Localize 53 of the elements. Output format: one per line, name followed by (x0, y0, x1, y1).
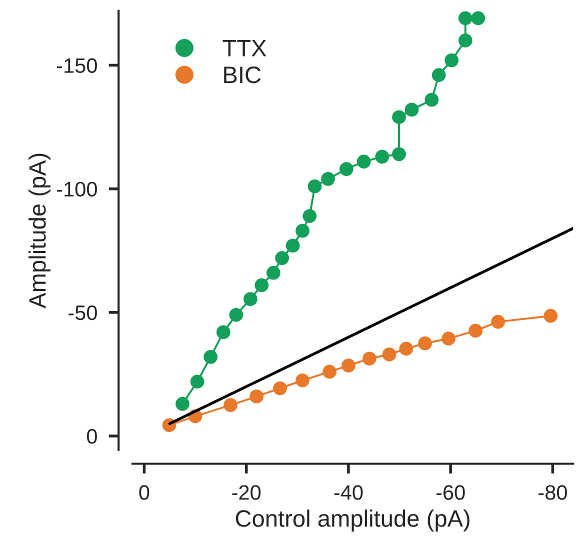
point (302, 209, 317, 223)
point (296, 224, 310, 238)
point (544, 308, 558, 323)
point (296, 373, 310, 388)
point (491, 314, 506, 329)
y-tick-label: -150 (56, 58, 97, 73)
y-tick-label: -50 (68, 305, 97, 320)
x-axis-title: Control amplitude (pA) (236, 510, 470, 532)
legend-label: TTX (222, 40, 266, 56)
point (250, 390, 264, 404)
point (322, 364, 337, 379)
point (190, 374, 204, 389)
point (308, 179, 322, 194)
point (216, 325, 230, 340)
point (339, 162, 354, 176)
point (458, 34, 472, 48)
point (204, 350, 218, 364)
point (458, 11, 472, 26)
x-tick-label: -80 (538, 485, 567, 500)
point (468, 324, 483, 338)
y-tick-label: -100 (56, 182, 97, 197)
y-tick-label: 0 (86, 429, 97, 444)
point (392, 110, 406, 124)
point (275, 251, 290, 265)
point (243, 292, 258, 306)
point (273, 381, 287, 396)
legend-label: BIC (224, 66, 261, 84)
point (424, 92, 439, 107)
point (471, 11, 486, 26)
point (321, 172, 335, 186)
point (342, 358, 356, 373)
point (392, 147, 406, 162)
point (176, 396, 190, 411)
point (444, 53, 459, 68)
point (442, 332, 456, 346)
y-axis-title: Amplitude (pA) (28, 154, 51, 308)
point (432, 68, 446, 82)
point (399, 342, 414, 356)
point (362, 352, 376, 366)
point (266, 266, 280, 280)
point (224, 398, 238, 412)
point (286, 238, 300, 253)
point (404, 102, 419, 117)
point (375, 150, 390, 164)
point (382, 348, 396, 362)
x-tick-label: -60 (436, 485, 465, 500)
point (254, 278, 269, 292)
x-tick-label: 0 (139, 485, 150, 500)
point (356, 154, 371, 169)
x-tick-label: -20 (232, 485, 261, 500)
point (229, 308, 244, 322)
point (418, 336, 432, 350)
x-tick-label: -40 (334, 485, 363, 500)
